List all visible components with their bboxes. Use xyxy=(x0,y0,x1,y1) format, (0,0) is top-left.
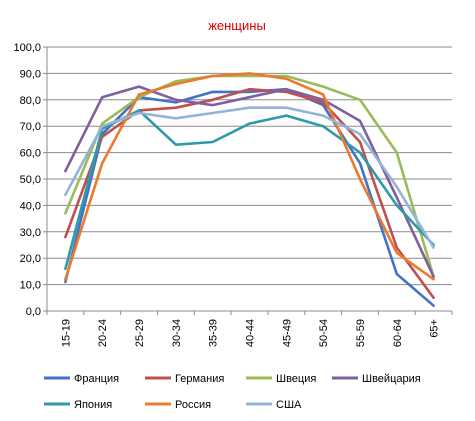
y-tick-label: 40,0 xyxy=(20,200,41,212)
y-tick-label: 80,0 xyxy=(20,95,41,107)
series-lines xyxy=(64,72,435,308)
chart-title: женщины xyxy=(208,18,266,33)
legend-label: США xyxy=(276,399,302,411)
series-line xyxy=(64,106,435,249)
legend-label: Франция xyxy=(74,373,119,385)
legend-label: Швеция xyxy=(276,373,316,385)
axes xyxy=(46,47,453,315)
x-tick-label: 55-59 xyxy=(355,319,367,347)
y-tick-label: 0,0 xyxy=(26,306,41,318)
x-tick-label: 35-39 xyxy=(208,319,220,347)
x-tick-label: 65+ xyxy=(429,319,441,338)
series-line xyxy=(64,109,435,271)
legend-label: Швейцария xyxy=(362,373,421,385)
x-tick-label: 30-34 xyxy=(171,319,183,347)
x-axis-ticks: 15-19 20-24 25-29 30-34 35-39 40-44 45-49 50-54… xyxy=(60,319,440,347)
legend: Франция Германия Швеция Швейцария Япония Росс… xyxy=(44,373,421,411)
y-axis-ticks: 0,0 10,0 20,0 30,0 40,0 50,0 60,0 70,0 80,0 90,0 1… xyxy=(13,42,41,318)
x-tick-label: 40-44 xyxy=(245,319,257,347)
y-tick-label: 100,0 xyxy=(13,42,41,54)
y-tick-label: 50,0 xyxy=(20,174,41,186)
y-tick-label: 90,0 xyxy=(20,68,41,80)
x-tick-label: 50-54 xyxy=(318,319,330,347)
x-tick-label: 60-64 xyxy=(392,319,404,347)
x-tick-label: 20-24 xyxy=(97,319,109,347)
series-line xyxy=(64,72,435,281)
x-tick-label: 25-29 xyxy=(134,319,146,347)
x-tick-label: 15-19 xyxy=(60,319,72,347)
y-tick-label: 70,0 xyxy=(20,121,41,133)
legend-label: Германия xyxy=(175,373,224,385)
legend-label: Япония xyxy=(74,399,112,411)
x-tick-label: 45-49 xyxy=(281,319,293,347)
y-tick-label: 60,0 xyxy=(20,148,41,160)
series-line xyxy=(64,85,435,279)
y-tick-label: 30,0 xyxy=(20,227,41,239)
legend-label: Россия xyxy=(175,399,211,411)
series-line xyxy=(64,87,435,308)
y-tick-label: 10,0 xyxy=(20,280,41,292)
y-tick-label: 20,0 xyxy=(20,253,41,265)
series-line xyxy=(64,74,435,279)
